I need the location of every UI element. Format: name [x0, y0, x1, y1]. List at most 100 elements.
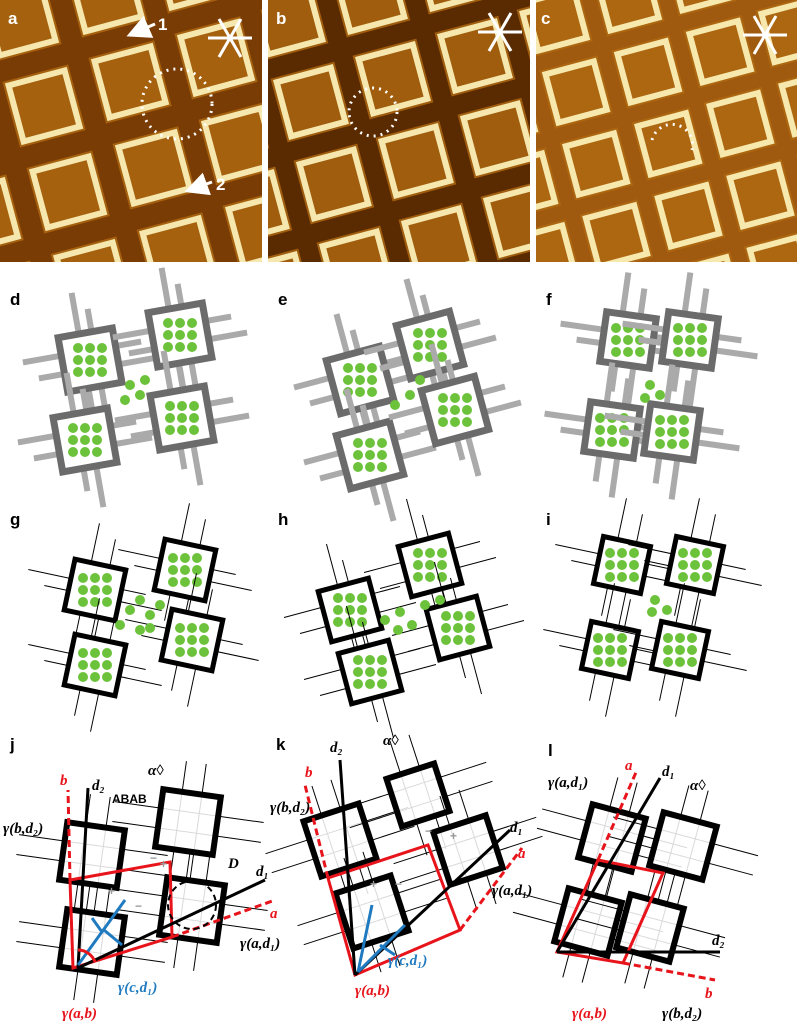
guest-molecule — [678, 560, 688, 570]
label-a-l: a — [625, 758, 633, 774]
guest-molecule — [192, 553, 202, 563]
guest-molecule — [595, 413, 605, 423]
guest-molecule — [605, 572, 615, 582]
label-gamma-a-b-l: γ(a,b) — [572, 1006, 607, 1022]
guest-molecule — [97, 367, 107, 377]
axis-b-l — [622, 961, 716, 982]
guest-molecule — [68, 447, 78, 457]
axis-b-j — [66, 789, 72, 881]
guest-molecule — [413, 572, 423, 582]
guest-molecule — [163, 330, 173, 340]
stm-macrocycle — [176, 18, 256, 98]
guest-molecule — [353, 655, 363, 665]
panel-label-l: l — [548, 741, 553, 760]
guest-molecule — [102, 585, 112, 595]
guest-molecule — [155, 600, 165, 610]
guest-molecule — [102, 648, 112, 658]
guest-molecule — [655, 439, 665, 449]
stm-pore — [247, 274, 330, 357]
macrocycle-outline — [55, 818, 129, 892]
dotted-circle-a — [140, 67, 214, 141]
guest-molecule — [617, 645, 627, 655]
guest-molecule — [168, 565, 178, 575]
guest-molecule — [187, 647, 197, 657]
guest-molecule — [605, 633, 615, 643]
guest-molecule — [180, 553, 190, 563]
lattice-direction-line — [752, 15, 778, 55]
guest-molecule — [192, 565, 202, 575]
guest-molecule — [605, 645, 615, 655]
stm-macrocycle — [273, 64, 349, 140]
guest-molecule — [605, 548, 615, 558]
stm-pore — [434, 15, 516, 97]
guest-molecule — [605, 657, 615, 667]
guest-molecule — [393, 625, 403, 635]
axis-c-j — [76, 899, 127, 966]
stm-macrocycle — [200, 104, 262, 184]
axis-d2-j — [76, 787, 90, 969]
label-d2-j: d₂ — [92, 778, 105, 794]
guest-molecule — [377, 450, 387, 460]
guest-molecule — [135, 595, 145, 605]
stm-macrocycle — [0, 267, 42, 338]
guest-molecule — [343, 363, 353, 373]
macrocycle-outline — [151, 785, 225, 859]
stm-pore — [136, 212, 216, 262]
stm-macrocycle — [295, 146, 372, 222]
label-gamma-c-d1-j: γ(c,d₁) — [118, 980, 157, 996]
guest-molecule — [611, 323, 621, 333]
unit-cell-j — [68, 860, 174, 971]
guest-molecule — [413, 548, 423, 558]
stm-pore — [268, 143, 270, 149]
guest-molecule — [365, 462, 375, 472]
guest-molecule — [189, 413, 199, 423]
guest-molecule — [697, 335, 707, 345]
guest-molecule — [685, 335, 695, 345]
guest-molecule — [611, 347, 621, 357]
axis-d1-j — [77, 878, 266, 970]
axis-d1-l — [555, 777, 662, 953]
guest-molecule — [438, 405, 448, 415]
guest-molecule — [177, 401, 187, 411]
axis-d2-k — [338, 759, 357, 976]
axis-a-k — [458, 847, 524, 931]
guest-molecule — [678, 548, 688, 558]
guest-molecule — [355, 375, 365, 385]
guest-molecule — [663, 657, 673, 667]
guest-molecule — [377, 655, 387, 665]
guest-molecule — [655, 390, 665, 400]
guest-molecule — [85, 367, 95, 377]
guest-molecule — [177, 425, 187, 435]
label-gamma-a-b-k: γ(a,b) — [355, 983, 390, 999]
label-d1-l: d₁ — [662, 764, 675, 780]
guest-molecule — [377, 462, 387, 472]
stm-macrocycle — [536, 149, 559, 210]
guest-molecule — [390, 400, 400, 410]
guest-molecule — [102, 660, 112, 670]
angle-ab-j — [77, 948, 97, 963]
guest-molecule — [78, 672, 88, 682]
guest-molecule — [667, 439, 677, 449]
panel-label-k: k — [276, 735, 286, 754]
stm-macrocycle — [90, 42, 170, 122]
guest-molecule — [415, 375, 425, 385]
guest-molecule — [623, 347, 633, 357]
schematics — [28, 498, 762, 739]
guest-molecule — [465, 623, 475, 633]
stm-macrocycle — [634, 109, 703, 179]
guest-molecule — [187, 623, 197, 633]
guest-molecule — [673, 347, 683, 357]
label-b-j: b — [60, 773, 68, 789]
unit-cell-k — [326, 843, 462, 978]
stm-macrocycle — [0, 0, 60, 59]
guest-molecule — [663, 633, 673, 643]
label-b-l: b — [705, 986, 713, 1002]
guest-molecule — [413, 352, 423, 362]
stm-pore — [674, 0, 737, 17]
guest-molecule — [90, 597, 100, 607]
label-abab: ABAB — [112, 792, 147, 806]
arrow-label-1: 1 — [158, 15, 167, 34]
label-d2-l: d₂ — [712, 933, 725, 949]
